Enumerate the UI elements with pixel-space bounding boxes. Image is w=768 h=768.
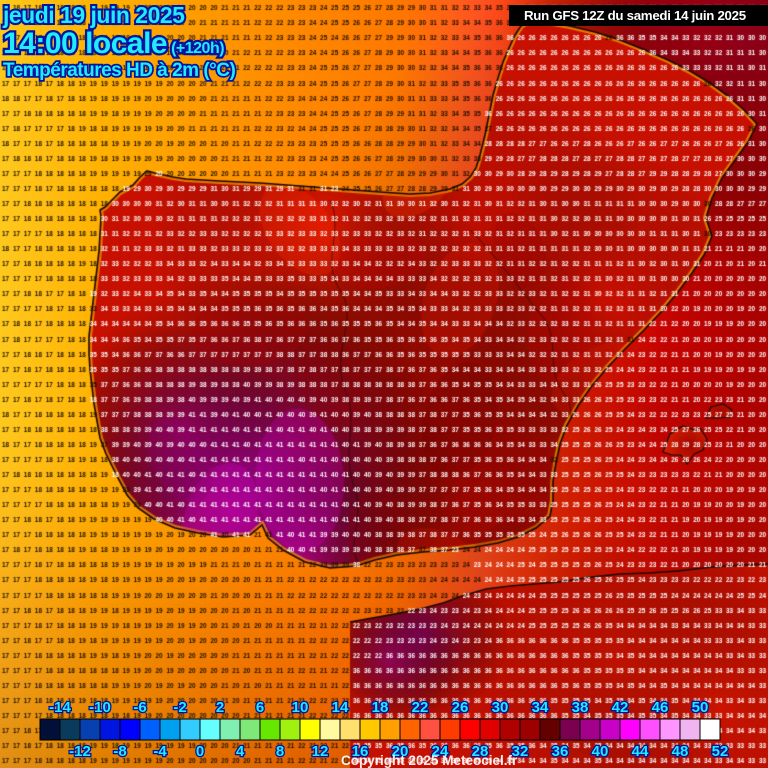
svg-text:8: 8 — [276, 743, 284, 760]
svg-text:Températures HD à 2m (°C): Températures HD à 2m (°C) — [3, 60, 235, 81]
svg-text:50: 50 — [692, 699, 709, 716]
svg-text:18: 18 — [372, 699, 389, 716]
svg-text:22: 22 — [412, 699, 429, 716]
svg-text:-2: -2 — [173, 699, 186, 716]
svg-text:14: 14 — [332, 699, 349, 716]
svg-text:38: 38 — [572, 699, 589, 716]
svg-text:Copyright 2025 Meteociel.fr: Copyright 2025 Meteociel.fr — [341, 753, 518, 768]
svg-text:2: 2 — [216, 699, 224, 716]
svg-text:14:00 locale (+120h): 14:00 locale (+120h) — [3, 27, 224, 60]
svg-text:-10: -10 — [89, 699, 111, 716]
svg-text:46: 46 — [652, 699, 669, 716]
svg-text:0: 0 — [196, 743, 204, 760]
svg-text:40: 40 — [592, 743, 609, 760]
svg-text:30: 30 — [492, 699, 509, 716]
svg-text:36: 36 — [552, 743, 569, 760]
svg-text:42: 42 — [612, 699, 629, 716]
svg-text:52: 52 — [712, 743, 729, 760]
svg-text:34: 34 — [532, 699, 549, 716]
svg-text:-12: -12 — [69, 743, 91, 760]
svg-text:jeudi 19 juin 2025: jeudi 19 juin 2025 — [2, 2, 185, 28]
svg-text:6: 6 — [256, 699, 264, 716]
svg-text:-8: -8 — [113, 743, 126, 760]
svg-text:12: 12 — [312, 743, 329, 760]
svg-text:-6: -6 — [133, 699, 146, 716]
svg-text:Run GFS 12Z du samedi 14 juin: Run GFS 12Z du samedi 14 juin 2025 — [524, 8, 747, 23]
svg-text:4: 4 — [236, 743, 245, 760]
svg-text:26: 26 — [452, 699, 469, 716]
svg-text:48: 48 — [672, 743, 689, 760]
svg-text:-14: -14 — [49, 699, 71, 716]
svg-text:-4: -4 — [153, 743, 167, 760]
svg-text:10: 10 — [292, 699, 309, 716]
svg-text:44: 44 — [632, 743, 649, 760]
